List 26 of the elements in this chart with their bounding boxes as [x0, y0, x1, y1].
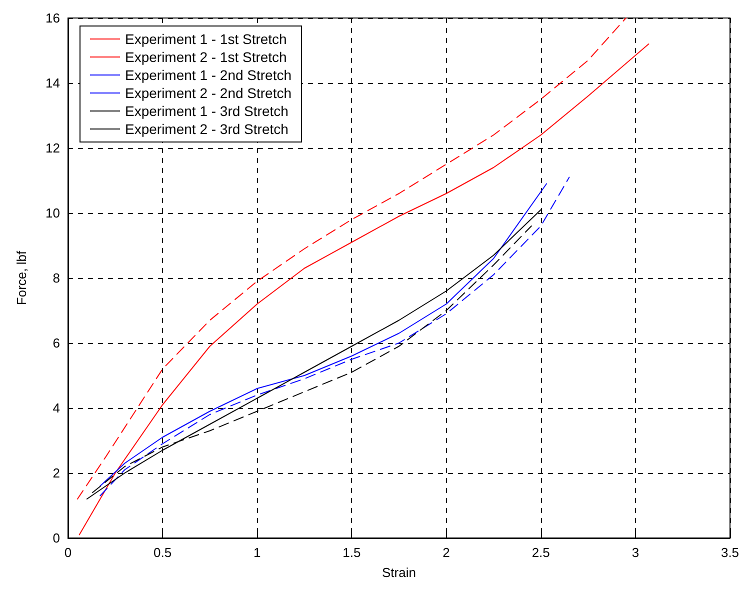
legend-label: Experiment 2 - 2nd Stretch	[125, 85, 292, 101]
y-tick-label: 14	[46, 76, 60, 90]
y-tick-label: 10	[46, 206, 60, 220]
legend-label: Experiment 2 - 1st Stretch	[125, 49, 287, 65]
y-tick-label: 6	[52, 336, 60, 350]
y-tick-label: 0	[52, 530, 60, 546]
y-axis-title: Force, lbf	[14, 250, 29, 306]
x-tick-label: 1	[254, 545, 261, 560]
legend-label: Experiment 1 - 1st Stretch	[125, 31, 287, 47]
x-tick-label: 3	[632, 545, 640, 560]
legend-label: Experiment 2 - 3rd Stretch	[125, 121, 288, 137]
x-tick-label: 0	[64, 545, 72, 560]
legend-label: Experiment 1 - 2nd Stretch	[125, 67, 292, 83]
x-tick-label: 3.5	[720, 545, 740, 560]
x-tick-label: 2.5	[532, 545, 550, 560]
y-tick-label: 4	[52, 400, 60, 416]
y-tick-label: 8	[52, 270, 60, 286]
x-tick-label: 2	[442, 545, 450, 560]
y-tick-label: 12	[46, 140, 60, 156]
y-tick-label: 16	[46, 10, 60, 26]
y-tick-label: 2	[52, 466, 60, 480]
x-tick-label: 1.5	[342, 545, 361, 560]
line-series	[76, 18, 626, 500]
x-axis-title: Strain	[382, 565, 416, 580]
x-tick-label: 0.5	[154, 545, 172, 560]
legend-label: Experiment 1 - 3rd Stretch	[125, 103, 288, 119]
